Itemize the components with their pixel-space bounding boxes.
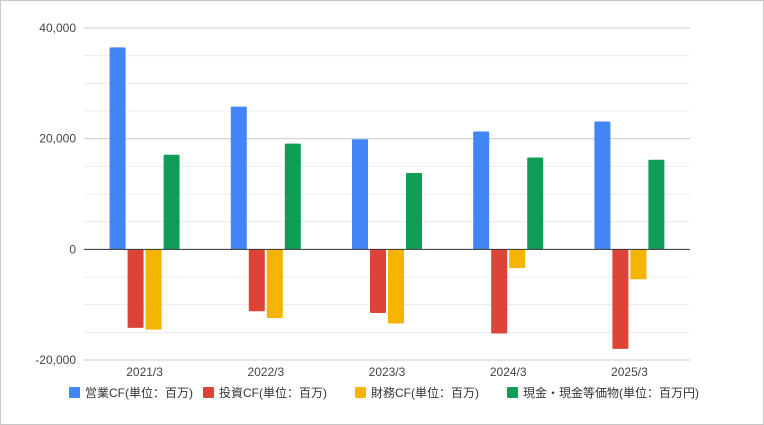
bar	[491, 249, 508, 334]
bar	[266, 249, 283, 318]
x-tick-label: 2022/3	[247, 365, 284, 379]
bar	[630, 249, 647, 280]
y-tick-label: -20,000	[35, 353, 76, 367]
x-tick-label: 2025/3	[611, 365, 648, 379]
y-tick-label: 0	[69, 242, 76, 256]
legend-label: 現金・現金等価物(単位：百万円)	[523, 385, 699, 400]
bar	[370, 249, 386, 313]
bar	[230, 106, 247, 250]
x-tick-label: 2023/3	[369, 365, 406, 379]
bar	[109, 47, 126, 250]
x-tick-label: 2021/3	[126, 365, 163, 379]
legend-swatch	[203, 387, 214, 398]
bar	[388, 249, 404, 324]
legend-label: 営業CF(単位：百万)	[85, 385, 193, 400]
legend-swatch	[507, 387, 518, 398]
bar	[163, 154, 180, 250]
y-tick-label: 40,000	[39, 21, 76, 35]
bar	[406, 172, 422, 250]
x-tick-label: 2024/3	[490, 365, 527, 379]
legend-label: 財務CF(単位：百万)	[371, 385, 479, 400]
bar	[594, 121, 611, 250]
bar	[527, 157, 544, 250]
y-tick-label: 20,000	[39, 132, 76, 146]
bar	[145, 249, 162, 330]
bar	[648, 159, 665, 250]
legend-swatch	[355, 387, 366, 398]
bar	[509, 249, 526, 269]
legend-swatch	[69, 387, 80, 398]
legend-label: 投資CF(単位：百万)	[219, 385, 327, 400]
bar	[473, 131, 490, 250]
bar	[127, 249, 144, 328]
bar	[248, 249, 265, 312]
bar	[284, 143, 301, 250]
bar	[612, 249, 629, 349]
bar	[352, 139, 368, 250]
